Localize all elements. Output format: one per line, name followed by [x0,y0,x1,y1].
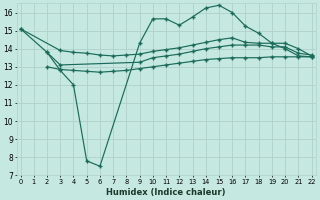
X-axis label: Humidex (Indice chaleur): Humidex (Indice chaleur) [106,188,226,197]
